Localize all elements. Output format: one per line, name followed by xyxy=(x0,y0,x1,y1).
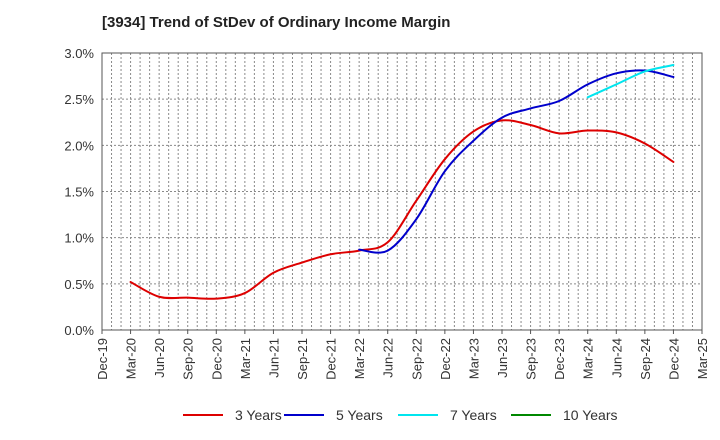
y-tick-label: 0.0% xyxy=(64,323,94,338)
legend-item-7-years: 7 Years xyxy=(398,404,497,426)
axes xyxy=(101,52,703,334)
y-tick-label: 2.5% xyxy=(64,92,94,107)
y-tick-label: 1.0% xyxy=(64,231,94,246)
y-tick-label: 0.5% xyxy=(64,277,94,292)
series-line-3-years xyxy=(129,119,675,300)
x-tick-label: Dec-21 xyxy=(324,338,339,380)
tick-labels: 0.0% 0.5% 1.0% 1.5% 2.0% 2.5% 3.0% Dec-19 Mar-20… xyxy=(64,46,710,380)
x-tick-label: Dec-19 xyxy=(95,338,110,380)
legend: 3 Years 5 Years 7 Years 10 Years xyxy=(0,404,720,426)
legend-label-7-years: 7 Years xyxy=(450,407,497,423)
x-tick-label: Mar-22 xyxy=(352,338,367,379)
legend-swatch-5-years xyxy=(284,414,324,416)
x-tick-label: Dec-23 xyxy=(552,338,567,380)
legend-swatch-7-years xyxy=(398,414,438,416)
y-tick-label: 1.5% xyxy=(64,185,94,200)
x-tick-label: Sep-23 xyxy=(524,338,539,380)
legend-label-10-years: 10 Years xyxy=(563,407,618,423)
x-tick-label: Dec-20 xyxy=(209,338,224,380)
x-tick-label: Jun-20 xyxy=(152,338,167,378)
x-tick-label: Jun-22 xyxy=(381,338,396,378)
legend-swatch-10-years xyxy=(511,414,551,416)
x-tick-label: Sep-24 xyxy=(638,338,653,380)
chart-title: [3934] Trend of StDev of Ordinary Income… xyxy=(102,14,451,31)
x-tick-label: Jun-24 xyxy=(609,338,624,378)
x-tick-label: Mar-24 xyxy=(581,338,596,379)
x-tick-label: Sep-20 xyxy=(181,338,196,380)
legend-item-10-years: 10 Years xyxy=(511,404,618,426)
y-tick-label: 2.0% xyxy=(64,138,94,153)
legend-label-5-years: 5 Years xyxy=(336,407,383,423)
plot-frame xyxy=(101,52,703,331)
series-line-5-years xyxy=(358,69,675,254)
legend-swatch-3-years xyxy=(183,414,223,416)
x-tick-label: Mar-20 xyxy=(124,338,139,379)
x-tick-label: Mar-23 xyxy=(466,338,481,379)
grid xyxy=(102,53,702,330)
x-tick-label: Dec-22 xyxy=(438,338,453,380)
x-tick-label: Mar-21 xyxy=(238,338,253,379)
x-tick-label: Sep-21 xyxy=(295,338,310,380)
x-tick-label: Jun-21 xyxy=(266,338,281,378)
x-tick-label: Jun-23 xyxy=(495,338,510,378)
legend-label-3-years: 3 Years xyxy=(235,407,282,423)
x-tick-label: Sep-22 xyxy=(409,338,424,380)
legend-item-5-years: 5 Years xyxy=(284,404,383,426)
series-lines xyxy=(129,64,675,300)
series-line-7-years xyxy=(586,64,675,99)
legend-item-3-years: 3 Years xyxy=(183,404,282,426)
x-tick-label: Mar-25 xyxy=(695,338,710,379)
y-tick-label: 3.0% xyxy=(64,46,94,61)
x-tick-label: Dec-24 xyxy=(666,338,681,380)
